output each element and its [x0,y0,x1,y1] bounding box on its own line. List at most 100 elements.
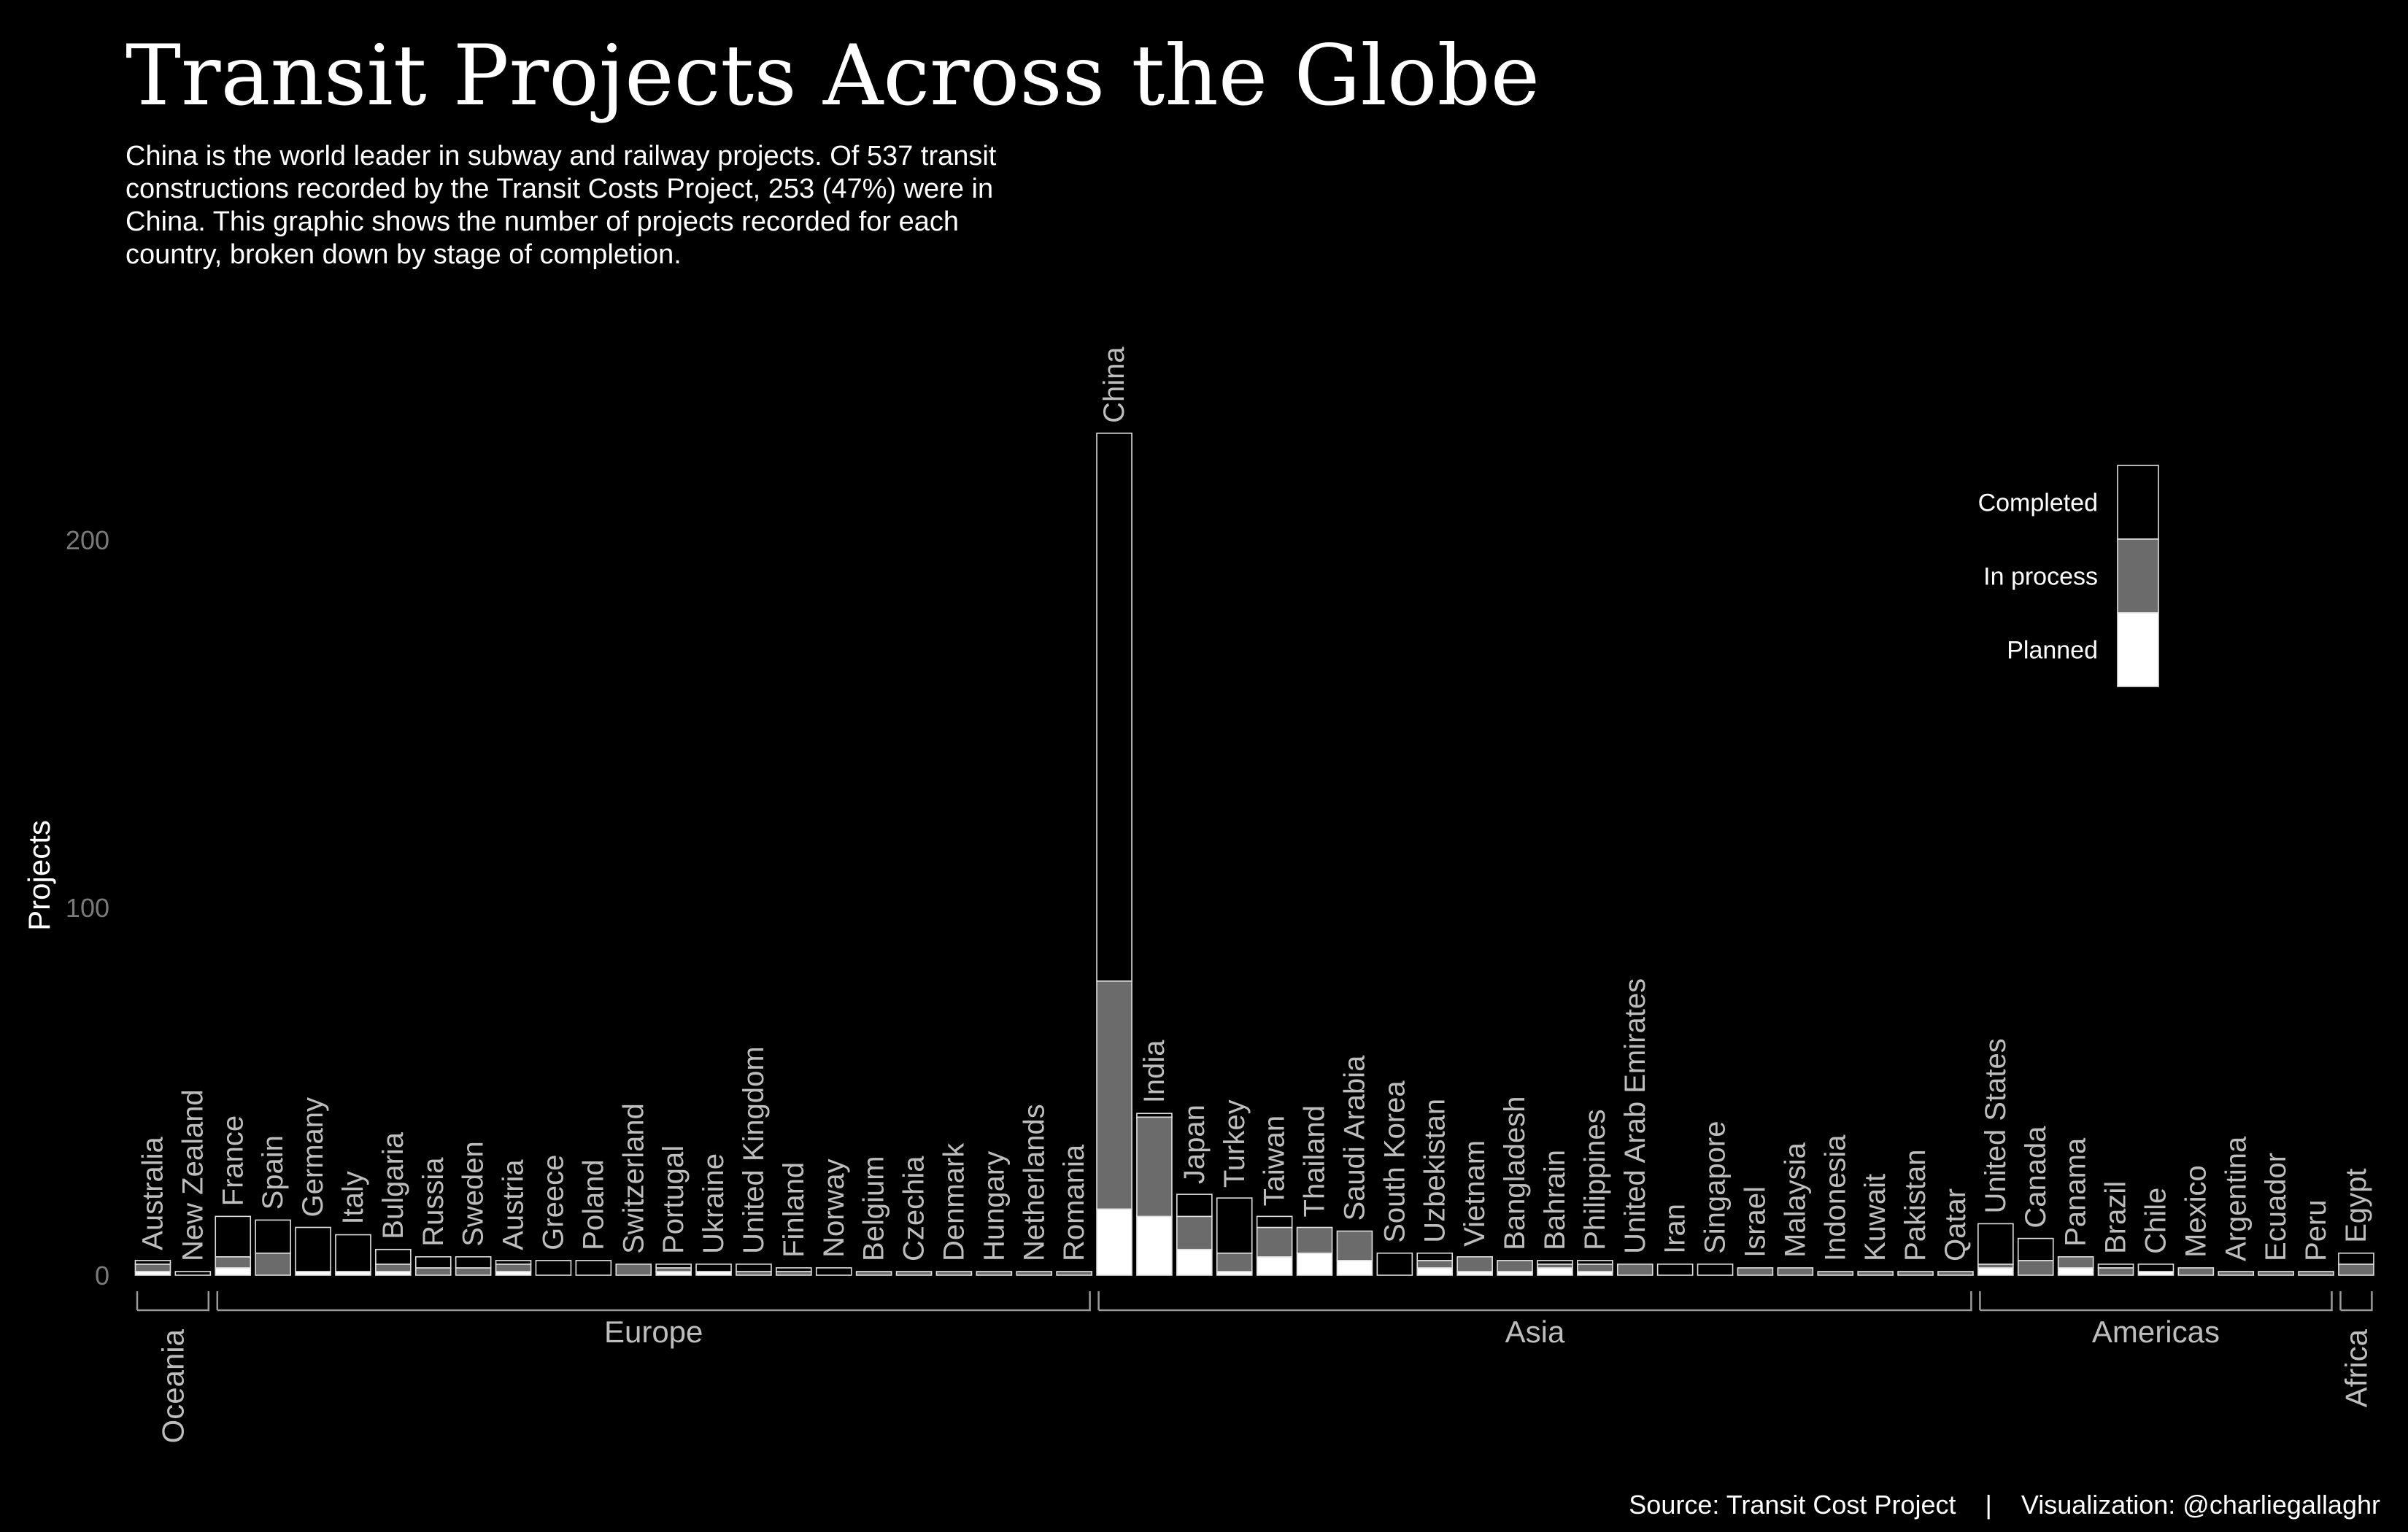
country-label-ukraine: Ukraine [698,1153,730,1254]
bar-segment-poland-completed [575,1260,612,1276]
legend-label-in-process: In process [1983,563,2098,591]
country-label-austria: Austria [498,1159,530,1250]
bar-segment-peru-in-process [2298,1271,2334,1276]
country-label-egypt: Egypt [2340,1168,2372,1242]
group-label-europe: Europe [604,1315,703,1349]
country-label-indonesia: Indonesia [1819,1134,1851,1261]
group-bracket-europe [216,1291,1091,1312]
country-label-qatar: Qatar [1940,1188,1972,1261]
subtitle-line: China is the world leader in subway and … [126,141,997,171]
bar-segment-iran-completed [1656,1264,1694,1276]
bar-segment-india-in-process [1136,1116,1173,1218]
bar-segment-indonesia-in-process [1817,1271,1854,1276]
country-label-france: France [217,1115,249,1207]
country-label-saudi-arabia: Saudi Arabia [1338,1055,1370,1221]
bar-segment-taiwan-planned [1256,1256,1293,1276]
country-label-hungary: Hungary [978,1151,1010,1261]
group-label-asia: Asia [1505,1315,1565,1349]
country-label-peru: Peru [2300,1199,2332,1261]
country-label-italy: Italy [337,1171,369,1224]
source-caption: Source: Transit Cost Project | Visualiza… [1629,1490,2380,1520]
bar-segment-hungary-in-process [976,1271,1013,1276]
bar-segment-russia-in-process [414,1267,452,1276]
bar-segment-greece-completed [535,1260,572,1276]
bar-segment-united-kingdom-completed [736,1264,772,1272]
bar-segment-spain-in-process [255,1252,291,1276]
country-label-israel: Israel [1739,1186,1771,1258]
country-label-united-kingdom: United Kingdom [738,1046,770,1254]
bar-segment-china-planned [1096,1208,1132,1276]
country-label-iran: Iran [1659,1204,1691,1254]
bar-segment-taiwan-completed [1256,1215,1293,1229]
country-label-singapore: Singapore [1699,1121,1732,1254]
country-label-germany: Germany [297,1097,329,1218]
bar-segment-new-zealand-completed [174,1271,212,1276]
group-label-americas: Americas [2092,1315,2220,1349]
country-label-poland: Poland [577,1159,609,1250]
country-label-norway: Norway [818,1158,850,1258]
bar-segment-uzbekistan-in-process [1416,1260,1454,1269]
legend: Completed In process Planned [1978,465,2159,687]
y-axis: 0 100 200 Projects [22,525,109,1291]
legend-label-completed: Completed [1978,490,2098,517]
bars [134,433,2374,1276]
bar-segment-uzbekistan-completed [1416,1252,1454,1261]
country-label-pakistan: Pakistan [1899,1150,1932,1261]
country-label-united-arab-emirates: United Arab Emirates [1619,978,1651,1254]
bar-segment-russia-completed [414,1256,452,1269]
y-tick-label: 200 [66,525,109,555]
bar-segment-bahrain-completed [1537,1260,1573,1265]
bar-segment-panama-planned [2057,1267,2094,1276]
bar-segment-qatar-in-process [1937,1271,1974,1276]
bar-segment-saudi-arabia-in-process [1336,1230,1373,1261]
bar-segment-austria-completed [495,1260,532,1265]
bar-segment-switzerland-in-process [615,1264,652,1276]
country-label-russia: Russia [417,1157,449,1247]
country-label-thailand: Thailand [1299,1105,1331,1217]
y-tick-label: 100 [66,893,109,923]
bar-segment-canada-completed [2017,1237,2054,1261]
country-label-taiwan: Taiwan [1259,1115,1291,1207]
bar-segment-portugal-completed [655,1264,692,1269]
y-tick-label: 0 [95,1261,109,1291]
group-label-africa: Africa [2339,1328,2373,1407]
bar-segment-egypt-completed [2338,1252,2374,1265]
bar-segment-japan-in-process [1176,1215,1213,1250]
bar-segment-thailand-in-process [1296,1226,1333,1254]
country-label-belgium: Belgium [858,1156,890,1261]
bar-segment-south-korea-completed [1376,1252,1413,1276]
country-label-bulgaria: Bulgaria [377,1131,409,1239]
country-label-australia: Australia [136,1136,169,1250]
bar-segment-australia-in-process [134,1264,171,1272]
bar-segment-italy-completed [335,1234,371,1272]
bar-segment-china-in-process [1096,980,1132,1210]
country-label-new-zealand: New Zealand [177,1089,209,1261]
country-label-panama: Panama [2060,1137,2092,1247]
bar-segment-china-completed [1096,433,1132,982]
subtitle-line: constructions recorded by the Transit Co… [126,174,993,204]
bar-segment-chile-completed [2137,1264,2174,1272]
bar-segment-uzbekistan-planned [1416,1267,1454,1276]
bar-segment-bangladesh-in-process [1497,1260,1533,1272]
country-label-finland: Finland [778,1162,810,1258]
bar-segment-united-arab-emirates-in-process [1616,1264,1653,1276]
bar-segment-sweden-completed [455,1256,492,1269]
bar-segment-malaysia-in-process [1777,1267,1814,1276]
country-label-philippines: Philippines [1579,1109,1611,1250]
chart-subtitle: China is the world leader in subway and … [126,141,997,270]
subtitle-line: country, broken down by stage of complet… [126,239,682,270]
country-label-sweden: Sweden [458,1141,490,1247]
country-label-switzerland: Switzerland [617,1103,649,1254]
country-label-malaysia: Malaysia [1779,1142,1811,1258]
bar-segment-netherlands-in-process [1016,1271,1053,1276]
country-label-mexico: Mexico [2180,1165,2212,1258]
country-label-canada: Canada [2020,1126,2052,1229]
country-label-china: China [1098,347,1130,423]
country-label-bangladesh: Bangladesh [1499,1096,1531,1250]
group-bracket-americas [1979,1291,2333,1312]
country-label-kuwait: Kuwait [1859,1174,1891,1261]
bar-segment-ecuador-in-process [2258,1271,2294,1276]
bar-segment-ukraine-completed [695,1264,732,1272]
country-label-united-states: United States [1980,1038,2012,1213]
